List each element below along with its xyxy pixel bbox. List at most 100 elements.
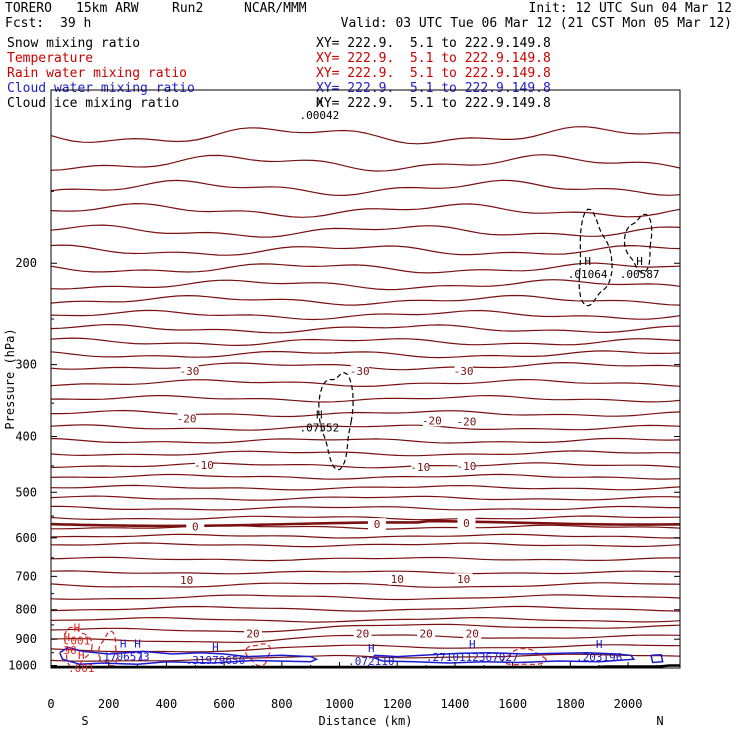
isotherm-label: -30 <box>180 365 200 378</box>
maximum-marker: H <box>636 255 643 268</box>
rain-contour <box>97 630 118 667</box>
x-tick-label: 400 <box>156 697 178 711</box>
plot-frame <box>50 89 681 669</box>
header-valid: Valid: 03 UTC Tue 06 Mar 12 (21 CST Mon … <box>340 16 732 31</box>
isotherm-line <box>50 556 680 562</box>
header-center: NCAR/MMM <box>244 1 307 16</box>
maximum-marker: H <box>78 649 85 662</box>
maximum-marker: H <box>596 638 603 651</box>
isotherm-line <box>50 582 681 588</box>
maximum-marker: H <box>316 408 323 421</box>
contour-label-bg <box>186 520 205 533</box>
y-tick-label: 500 <box>15 485 37 499</box>
y-tick-label: 400 <box>15 429 37 443</box>
maximum-marker: H <box>120 638 127 651</box>
isotherm-label: -20 <box>422 414 442 427</box>
isotherm-label: 20 <box>356 627 369 640</box>
isotherm-label: 0 <box>463 517 470 530</box>
isotherm-line <box>50 605 681 612</box>
isotherm-line <box>50 616 681 623</box>
maximum-label: .1 <box>131 651 144 664</box>
maximum-label: .2710112367027 <box>426 651 519 664</box>
x-tick-label: 600 <box>213 697 235 711</box>
isotherm-line <box>50 542 681 548</box>
x-tick-label: 200 <box>98 697 120 711</box>
isotherm-line <box>51 505 680 511</box>
maximum-label: .31979650 <box>186 654 246 667</box>
header-run: Run2 <box>172 1 204 16</box>
contour-label-bg <box>194 458 213 471</box>
x-tick-label: 1600 <box>498 697 527 711</box>
x-tick-label: 1400 <box>440 697 469 711</box>
snow-contour <box>318 372 354 471</box>
isotherm-line <box>50 450 681 457</box>
maximum-label: .001 <box>64 635 91 648</box>
isotherm-line <box>50 594 681 601</box>
isotherm-label: 20 <box>466 627 479 640</box>
isotherm-label: 10 <box>391 573 404 586</box>
legend-xy-cloud-ice: XY= 222.9. 5.1 to 222.9.149.8 <box>316 96 551 111</box>
legend-xy-snow: XY= 222.9. 5.1 to 222.9.149.8 <box>316 36 551 51</box>
isotherm-line <box>50 279 681 291</box>
rain-contour <box>501 647 548 666</box>
isotherm-line <box>50 570 681 575</box>
cloud-contours <box>59 208 664 669</box>
contour-label-bg <box>463 627 482 640</box>
cloud-water-contour <box>59 646 319 666</box>
isotherm-line <box>50 294 681 306</box>
isotherm-line <box>50 495 681 501</box>
maximum-marker: H <box>134 638 141 651</box>
maximum-label: .1706573 <box>97 651 150 664</box>
contour-label-bg <box>177 412 196 425</box>
isotherm-line <box>50 262 681 274</box>
maximum-marker: H <box>469 638 476 651</box>
maximum-marker: H <box>74 622 81 635</box>
contour-label-bg <box>457 459 476 472</box>
contour-label-bg <box>350 365 369 378</box>
isotherm-label: -10 <box>410 461 430 474</box>
contour-label-bg <box>177 573 196 586</box>
isotherm-line <box>50 224 681 238</box>
maximum-label: .01064 <box>568 268 608 281</box>
isotherm-label: -20 <box>177 412 197 425</box>
maximum-label: .30 <box>57 644 77 657</box>
isotherm-line <box>50 337 681 347</box>
isotherm-label: 10 <box>180 574 193 587</box>
maximum-label: .00042 <box>299 109 339 122</box>
isotherm-line <box>50 653 681 662</box>
header-fcst-value: 39 h <box>60 16 92 31</box>
isotherm-line <box>50 644 681 653</box>
isotherm-label: 20 <box>246 627 259 640</box>
maximum-marker: H <box>368 642 375 655</box>
maximum-label: .00587 <box>620 268 660 281</box>
y-tick-label: 800 <box>15 603 37 617</box>
y-tick-label: 700 <box>15 569 37 583</box>
isotherm-line <box>50 394 681 403</box>
isotherm-line <box>50 378 681 388</box>
contour-label-bg <box>417 627 436 640</box>
contour-labels: -30 -30 -30 -20 -20 -20 -10 -10 -10 0 0 0 10 10 10 20 20… <box>57 96 660 675</box>
maximum-marker: H <box>584 255 591 268</box>
isotherm-label: 0 <box>192 520 199 533</box>
header-resolution: 15km ARW <box>76 1 139 16</box>
plot-border <box>50 89 681 669</box>
zero-isotherm-line <box>50 519 681 528</box>
legend-xy-temperature: XY= 222.9. 5.1 to 222.9.149.8 <box>316 51 551 66</box>
contour-label-bg <box>180 365 199 378</box>
north-label: N <box>656 714 663 728</box>
contour-label-bg <box>353 627 372 640</box>
x-tick-label: 1200 <box>383 697 412 711</box>
isotherm-line <box>50 126 681 145</box>
contour-label-bg <box>454 573 473 586</box>
rain-contour <box>64 626 93 669</box>
maximum-marker: H <box>64 631 71 644</box>
isotherm-label: -20 <box>457 416 477 429</box>
contour-label-bg <box>457 516 476 529</box>
isotherm-line <box>50 154 681 172</box>
cloud-water-contour <box>373 651 636 664</box>
contour-label-bg <box>243 627 262 640</box>
maximum-label: .07552 <box>299 421 339 434</box>
y-tick-label: 900 <box>15 632 37 646</box>
terrain-line <box>51 664 680 669</box>
